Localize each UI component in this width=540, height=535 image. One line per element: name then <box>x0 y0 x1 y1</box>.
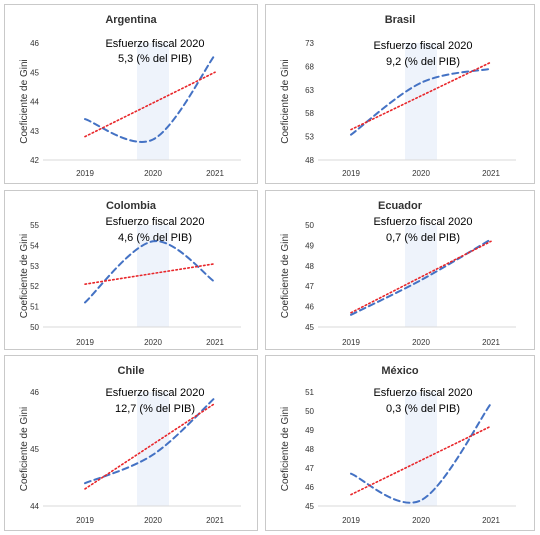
trend-line <box>350 61 492 131</box>
y-tick-label: 45 <box>30 445 39 454</box>
chart-title: Colombia <box>106 200 157 212</box>
y-tick-label: 52 <box>30 282 39 291</box>
x-tick-label: 2019 <box>342 338 360 347</box>
highlight-band-2020 <box>405 225 437 327</box>
y-tick-label: 48 <box>305 262 314 271</box>
trend-line <box>350 240 492 314</box>
y-tick-label: 53 <box>305 133 314 142</box>
y-tick-label: 55 <box>30 221 39 230</box>
x-tick-label: 2020 <box>144 516 162 525</box>
y-tick-label: 58 <box>305 109 314 118</box>
chart-panel-mexico: México Esfuerzo fiscal 2020 0,3 (% del PIB… <box>265 355 535 531</box>
y-tick-label: 44 <box>30 502 39 511</box>
x-tick-label: 2020 <box>412 338 430 347</box>
annotation-line-2: 12,7 (% del PIB) <box>115 403 195 415</box>
y-axis-label: Coeficiente de Gini <box>19 234 30 319</box>
y-tick-label: 47 <box>305 282 314 291</box>
y-tick-label: 46 <box>30 39 39 48</box>
annotation-line-1: Esfuerzo fiscal 2020 <box>373 216 472 228</box>
y-tick-label: 47 <box>305 464 314 473</box>
y-tick-label: 50 <box>30 323 39 332</box>
y-tick-label: 45 <box>305 502 314 511</box>
chart-title: Ecuador <box>378 200 423 212</box>
y-tick-label: 73 <box>305 39 314 48</box>
y-tick-label: 46 <box>305 483 314 492</box>
y-tick-label: 48 <box>305 156 314 165</box>
annotation-line-2: 0,7 (% del PIB) <box>386 232 460 244</box>
chart-svg: Chile Esfuerzo fiscal 2020 12,7 (% del PIB… <box>19 365 241 525</box>
chart-svg: Argentina Esfuerzo fiscal 2020 5,3 (% del … <box>19 14 241 178</box>
x-tick-label: 2021 <box>206 516 224 525</box>
y-axis-label: Coeficiente de Gini <box>19 407 30 492</box>
y-tick-label: 49 <box>305 426 314 435</box>
chart-panel-ecuador: Ecuador Esfuerzo fiscal 2020 0,7 (% del PI… <box>265 190 535 350</box>
chart-svg: Brasil Esfuerzo fiscal 2020 9,2 (% del PIB… <box>280 14 516 178</box>
x-tick-label: 2019 <box>342 516 360 525</box>
chart-svg: México Esfuerzo fiscal 2020 0,3 (% del PIB… <box>280 365 516 525</box>
y-axis-label: Coeficiente de Gini <box>19 59 30 144</box>
trend-line <box>84 71 216 138</box>
y-tick-label: 49 <box>305 241 314 250</box>
y-tick-label: 42 <box>30 156 39 165</box>
chart-svg: Ecuador Esfuerzo fiscal 2020 0,7 (% del PI… <box>280 200 516 347</box>
x-tick-label: 2021 <box>206 169 224 178</box>
y-tick-label: 44 <box>30 98 39 107</box>
x-tick-label: 2021 <box>482 169 500 178</box>
chart-panel-brasil: Brasil Esfuerzo fiscal 2020 9,2 (% del PIB… <box>265 4 535 184</box>
highlight-band-2020 <box>137 392 169 506</box>
annotation-line-1: Esfuerzo fiscal 2020 <box>373 40 472 52</box>
y-tick-label: 50 <box>305 221 314 230</box>
x-tick-label: 2020 <box>144 169 162 178</box>
y-tick-label: 46 <box>305 303 314 312</box>
chart-title: Chile <box>118 365 145 377</box>
y-tick-label: 50 <box>305 407 314 416</box>
annotation-line-2: 4,6 (% del PIB) <box>118 232 192 244</box>
trend-line <box>84 262 216 285</box>
y-tick-label: 53 <box>30 262 39 271</box>
y-tick-label: 45 <box>305 323 314 332</box>
chart-panel-colombia: Colombia Esfuerzo fiscal 2020 4,6 (% del P… <box>4 190 258 350</box>
x-tick-label: 2020 <box>412 169 430 178</box>
chart-svg: Colombia Esfuerzo fiscal 2020 4,6 (% del P… <box>19 200 241 347</box>
trend-line <box>84 402 216 490</box>
x-tick-label: 2019 <box>76 338 94 347</box>
y-tick-label: 54 <box>30 241 39 250</box>
x-tick-label: 2020 <box>144 338 162 347</box>
y-axis-label: Coeficiente de Gini <box>280 234 291 319</box>
y-tick-label: 46 <box>30 388 39 397</box>
highlight-band-2020 <box>405 392 437 506</box>
y-tick-label: 45 <box>30 68 39 77</box>
series-line-gini <box>84 240 216 304</box>
series-line-gini <box>84 396 216 485</box>
annotation-line-2: 9,2 (% del PIB) <box>386 56 460 68</box>
chart-panel-chile: Chile Esfuerzo fiscal 2020 12,7 (% del PIB… <box>4 355 258 531</box>
y-tick-label: 68 <box>305 62 314 71</box>
annotation-line-1: Esfuerzo fiscal 2020 <box>373 387 472 399</box>
x-tick-label: 2019 <box>76 169 94 178</box>
y-axis-label: Coeficiente de Gini <box>280 59 291 144</box>
x-tick-label: 2020 <box>412 516 430 525</box>
annotation-line-2: 5,3 (% del PIB) <box>118 53 192 65</box>
chart-panel-argentina: Argentina Esfuerzo fiscal 2020 5,3 (% del … <box>4 4 258 184</box>
x-tick-label: 2019 <box>342 169 360 178</box>
x-tick-label: 2019 <box>76 516 94 525</box>
trend-line <box>350 425 492 496</box>
y-tick-label: 51 <box>30 303 39 312</box>
y-axis-label: Coeficiente de Gini <box>280 407 291 492</box>
chart-title: Brasil <box>385 14 416 26</box>
x-tick-label: 2021 <box>482 516 500 525</box>
annotation-line-2: 0,3 (% del PIB) <box>386 403 460 415</box>
annotation-line-1: Esfuerzo fiscal 2020 <box>105 216 204 228</box>
annotation-line-1: Esfuerzo fiscal 2020 <box>105 387 204 399</box>
annotation-line-1: Esfuerzo fiscal 2020 <box>105 38 204 50</box>
y-tick-label: 48 <box>305 445 314 454</box>
chart-title: México <box>381 365 419 377</box>
x-tick-label: 2021 <box>206 338 224 347</box>
chart-title: Argentina <box>105 14 157 26</box>
x-tick-label: 2021 <box>482 338 500 347</box>
y-tick-label: 43 <box>30 127 39 136</box>
y-tick-label: 51 <box>305 388 314 397</box>
y-tick-label: 63 <box>305 86 314 95</box>
